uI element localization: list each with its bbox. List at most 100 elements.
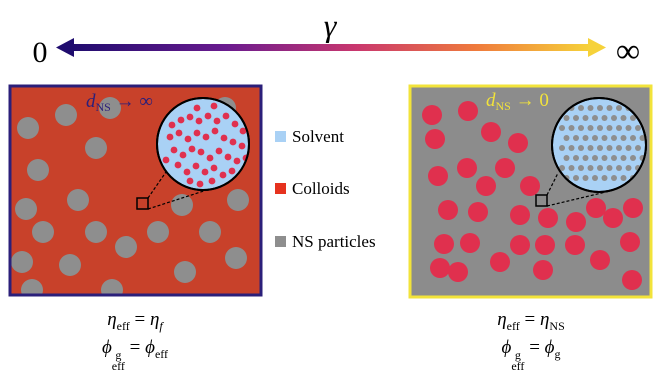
inset-colloid [233, 157, 241, 165]
inset-ns-particle [630, 135, 636, 141]
legend-label-colloids: Colloids [292, 179, 350, 198]
legend-label-solvent: Solvent [292, 127, 344, 146]
inset-colloid [188, 145, 196, 153]
left-panel: dNS → ∞ [8, 84, 263, 297]
inset-colloid [204, 112, 212, 120]
ns-particle [55, 104, 77, 126]
colloid [535, 235, 555, 255]
inset-ns-particle [601, 155, 608, 161]
inset-ns-particle [597, 165, 603, 171]
inset-colloid [175, 129, 183, 137]
inset-ns-particle [587, 105, 594, 111]
inset-ns-particle [578, 105, 584, 111]
colloid [457, 158, 477, 178]
inset-ns-particle [592, 115, 598, 121]
colloid [538, 208, 558, 228]
colloid [476, 176, 496, 196]
colloid [422, 105, 442, 125]
left-caption-viscosity: ηeff = ηf [107, 309, 163, 333]
gamma-symbol: γ [324, 7, 338, 43]
inset-colloid [215, 147, 223, 155]
colloid [586, 198, 606, 218]
ns-particle [27, 159, 49, 181]
inset-colloid [184, 135, 192, 143]
inset-ns-particle [559, 165, 565, 171]
inset-ns-particle [573, 175, 579, 181]
right-zoom-marker [535, 194, 548, 207]
ns-particle [101, 279, 123, 295]
inset-ns-particle [611, 115, 617, 121]
colloid [565, 235, 585, 255]
inset-colloid [162, 156, 170, 164]
inset-colloid [193, 104, 201, 112]
inset-colloid [210, 102, 218, 110]
legend-swatch-solvent [275, 131, 286, 142]
inset-colloid [211, 127, 219, 135]
inset-colloid [186, 113, 194, 121]
inset-ns-particle [630, 155, 636, 161]
inset-colloid [213, 117, 221, 125]
inset-ns-particle [582, 175, 589, 181]
ns-particle [99, 97, 121, 119]
inset-colloid [238, 142, 246, 150]
inset-colloid [193, 129, 201, 137]
inset-ns-particle [597, 145, 603, 151]
inset-colloid [222, 112, 230, 120]
right-panel-colloid-network [422, 101, 643, 290]
ns-particle [21, 279, 43, 295]
inset-colloid [196, 180, 204, 188]
inset-ns-particle [592, 175, 598, 181]
inset-colloid [192, 162, 200, 170]
colloid [623, 198, 643, 218]
colloid [428, 166, 448, 186]
inset-ns-particle [563, 135, 570, 141]
inset-ns-particle [582, 115, 589, 121]
inset-ns-particle [606, 145, 613, 151]
inset-ns-particle [625, 165, 632, 171]
inset-colloid [179, 151, 187, 159]
colloid [603, 208, 623, 228]
right-panel: dNS → 0 [408, 84, 653, 299]
inset-colloid [228, 167, 236, 175]
colloid [434, 234, 454, 254]
inset-ns-particle [611, 155, 617, 161]
inset-ns-particle [563, 155, 570, 161]
left-inset-colloid-network [162, 102, 249, 188]
inset-ns-particle [625, 125, 632, 131]
ns-particle [85, 137, 107, 159]
legend-label-ns-particles: NS particles [292, 232, 376, 251]
inset-ns-particle [606, 125, 613, 131]
inset-ns-particle [573, 135, 579, 141]
inset-ns-particle [616, 165, 622, 171]
ns-particle [225, 247, 247, 269]
colloid [533, 260, 553, 280]
inset-colloid [170, 146, 178, 154]
inset-ns-particle [597, 125, 603, 131]
inset-ns-particle [563, 115, 570, 121]
ns-particle [115, 236, 137, 258]
inset-colloid [231, 120, 239, 128]
inset-colloid [202, 133, 210, 141]
left-caption-volume-fraction: ϕ g eff = ϕeff [101, 337, 169, 373]
inset-ns-particle [568, 145, 575, 151]
inset-colloid [195, 117, 203, 125]
colloid [510, 205, 530, 225]
inset-ns-particle [601, 135, 608, 141]
colloid [508, 133, 528, 153]
inset-colloid [174, 161, 182, 169]
inset-ns-particle [606, 165, 613, 171]
inset-colloid [219, 171, 227, 179]
right-caption-viscosity: ηeff = ηNS [497, 309, 565, 333]
colloid [566, 212, 586, 232]
ns-particle [174, 261, 196, 283]
ns-particle [17, 117, 39, 139]
inset-ns-particle [559, 145, 565, 151]
inset-ns-particle [639, 135, 646, 141]
inset-colloid [206, 154, 214, 162]
inset-ns-particle [635, 125, 641, 131]
inset-colloid [183, 168, 191, 176]
colloid [620, 232, 640, 252]
left-zoom-marker [136, 197, 149, 210]
gamma-gradient-arrow [56, 38, 606, 57]
colloid [490, 252, 510, 272]
